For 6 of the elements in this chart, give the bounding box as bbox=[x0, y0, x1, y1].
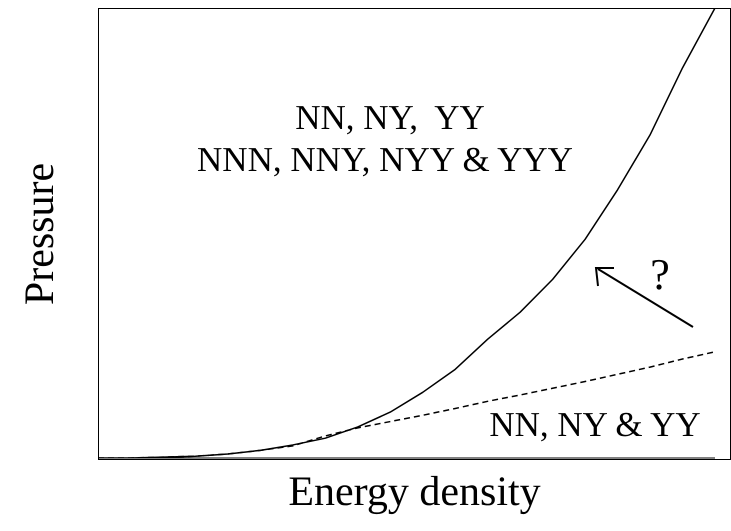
annotation: ? bbox=[650, 250, 670, 299]
annotation: NN, NY & YY bbox=[489, 404, 701, 446]
x-axis-title: Energy density bbox=[287, 468, 542, 516]
y-axis-title: Pressure bbox=[16, 162, 64, 305]
annotation: NNN, NNY, NYY & YYY bbox=[197, 139, 573, 181]
annotation: NN, NY, YY bbox=[295, 97, 485, 139]
